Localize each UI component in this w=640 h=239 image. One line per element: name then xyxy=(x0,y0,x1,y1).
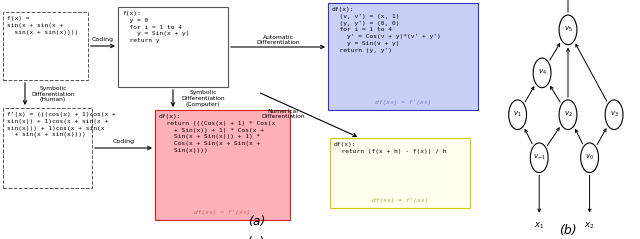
Text: df(x):
  return (((Cos(x) + 1) * Cos(x
    + Sin(x)) + 1) * Cos(x +
    Sin(x + : df(x): return (((Cos(x) + 1) * Cos(x + S… xyxy=(159,114,275,153)
Circle shape xyxy=(533,58,551,88)
Text: Symbolic
Differentiation
(Human): Symbolic Differentiation (Human) xyxy=(31,86,75,102)
Text: $v_{-1}$: $v_{-1}$ xyxy=(532,153,546,162)
Text: f'(x) = (((cos(x) + 1)cos(x +
sin(x)) + 1)cos(x + sin(x +
sin(x))) + 1)cos(x + s: f'(x) = (((cos(x) + 1)cos(x + sin(x)) + … xyxy=(7,112,116,137)
Text: $v_1$: $v_1$ xyxy=(513,110,522,119)
FancyBboxPatch shape xyxy=(3,12,88,80)
Text: (b): (b) xyxy=(559,224,577,237)
Text: Symbolic
Differentiation
(Computer): Symbolic Differentiation (Computer) xyxy=(181,90,225,107)
Text: Coding: Coding xyxy=(113,138,134,143)
Text: (a): (a) xyxy=(248,215,265,228)
FancyBboxPatch shape xyxy=(330,138,470,208)
Text: (a): (a) xyxy=(248,236,265,239)
FancyBboxPatch shape xyxy=(3,108,92,188)
Text: df(x):
  return (f(x + h) - f(x)) / h: df(x): return (f(x + h) - f(x)) / h xyxy=(334,142,447,154)
Text: Automatic
Differentiation: Automatic Differentiation xyxy=(256,35,300,45)
Text: Coding: Coding xyxy=(92,37,114,42)
Text: $v_0$: $v_0$ xyxy=(585,153,594,162)
Text: $v_4$: $v_4$ xyxy=(538,68,547,77)
Text: $x_1$: $x_1$ xyxy=(534,220,545,231)
Circle shape xyxy=(580,143,598,173)
FancyBboxPatch shape xyxy=(118,7,228,87)
FancyBboxPatch shape xyxy=(328,3,478,110)
Text: $x_2$: $x_2$ xyxy=(584,220,595,231)
Text: df(x₀) ≈ f'(x₀): df(x₀) ≈ f'(x₀) xyxy=(372,198,428,203)
Text: $v_5$: $v_5$ xyxy=(564,25,572,34)
Circle shape xyxy=(605,100,623,130)
Text: df(x₀) = f'(x₀): df(x₀) = f'(x₀) xyxy=(195,210,251,215)
Circle shape xyxy=(559,15,577,45)
Text: Numerical
Differentiation: Numerical Differentiation xyxy=(261,109,305,120)
Circle shape xyxy=(559,100,577,130)
Text: $v_3$: $v_3$ xyxy=(610,110,618,119)
Text: f(x):
  y = 0
  for i = 1 to 4
    y = Sin(x + y)
  return y: f(x): y = 0 for i = 1 to 4 y = Sin(x + y… xyxy=(122,11,189,43)
Text: f(x) =
sin(x + sin(x +
  sin(x + sin(x)))): f(x) = sin(x + sin(x + sin(x + sin(x)))) xyxy=(7,16,78,35)
Text: df(x):
  (v, v') = (x, 1)
  (y, y') = (0, 0)
  for i = 1 to 4
    y' = Cos(v + y: df(x): (v, v') = (x, 1) (y, y') = (0, 0)… xyxy=(332,7,441,53)
Text: df(x₀) = f'(x₀): df(x₀) = f'(x₀) xyxy=(375,100,431,105)
Circle shape xyxy=(531,143,548,173)
Circle shape xyxy=(509,100,527,130)
FancyBboxPatch shape xyxy=(155,110,290,220)
Text: $v_2$: $v_2$ xyxy=(564,110,572,119)
